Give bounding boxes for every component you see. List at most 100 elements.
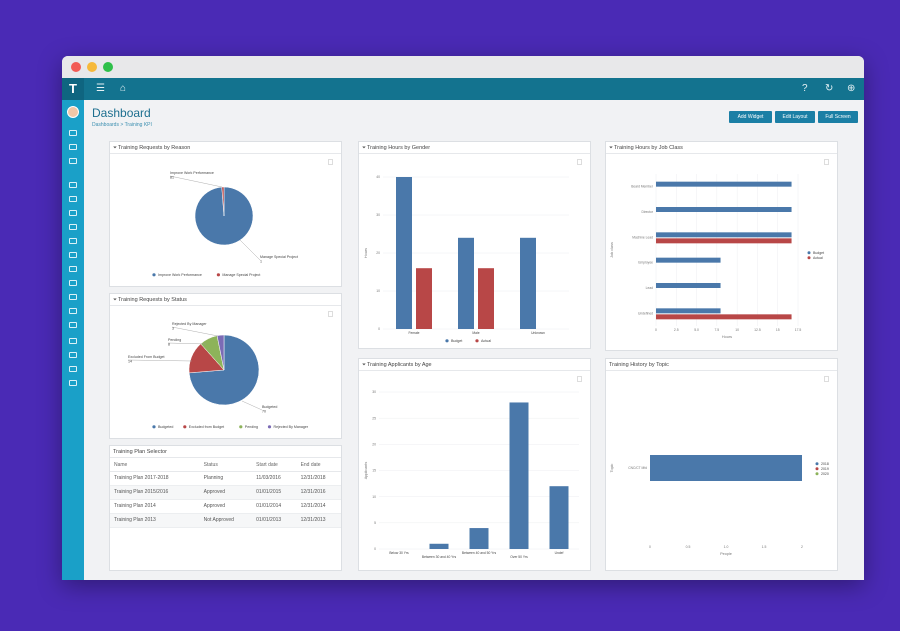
add-widget-button[interactable]: Add Widget [729, 111, 772, 123]
legend-marker [239, 425, 243, 429]
topic-bar-chart: 0 0.5 1.0 1.5 2 People Topic CNC/CT Mfd 20182019… [610, 455, 829, 556]
bar [469, 528, 489, 549]
menu-icon[interactable]: ☰ [96, 83, 105, 94]
panel-menu-icon[interactable] [328, 159, 333, 165]
panel-menu-icon[interactable] [577, 376, 582, 382]
table-header-cell[interactable]: Status [199, 459, 253, 472]
table-cell: 12/31/2018 [296, 471, 341, 486]
report-icon[interactable] [69, 322, 77, 328]
person-icon[interactable] [69, 182, 77, 188]
close-window-button[interactable] [71, 62, 81, 72]
full-screen-button[interactable]: Full Screen [818, 111, 858, 123]
bar [656, 283, 721, 288]
calendar-icon[interactable] [69, 224, 77, 230]
table-row[interactable]: Training Plan 2015/2016 Approved 01/01/201… [110, 485, 341, 500]
minimize-window-button[interactable] [87, 62, 97, 72]
table-cell: Approved [199, 485, 253, 500]
x-tick-label: Undef [555, 551, 564, 555]
table-row[interactable]: Training Plan 2013 Not Approved 01/01/2013… [110, 513, 341, 528]
panel-menu-icon[interactable] [577, 159, 582, 165]
panel-header: ⏷ Training Hours by Gender [359, 142, 590, 154]
training-icon[interactable] [69, 280, 77, 286]
pie-slice-label: Manage Special Project 1 [260, 255, 298, 264]
x-axis-label: Hours [722, 335, 732, 339]
table-cell: 12/31/2014 [296, 499, 341, 514]
edit-layout-button[interactable]: Edit Layout [775, 111, 815, 123]
sidebar [62, 100, 84, 580]
legend-label: 2019 [821, 467, 829, 471]
panel-menu-icon[interactable] [328, 311, 333, 317]
panel-header: Training Plan Selector [110, 446, 341, 458]
bar [650, 455, 802, 481]
filter-icon[interactable]: ⏷ [609, 145, 614, 151]
refresh-icon[interactable]: ↻ [825, 83, 834, 94]
bar [429, 543, 449, 549]
mail-icon[interactable] [69, 366, 77, 372]
table-header-cell[interactable]: End date [296, 459, 341, 472]
bar [396, 177, 412, 329]
breadcrumb[interactable]: Dashboards > Training KPI [92, 122, 152, 128]
users-icon[interactable] [69, 130, 77, 136]
y-tick-label: 40 [376, 175, 380, 179]
share-icon[interactable] [69, 252, 77, 258]
bar [458, 237, 474, 329]
filter-icon[interactable]: ⏷ [113, 145, 118, 151]
x-tick-label: 5.0 [694, 328, 699, 332]
org-chart-icon[interactable] [69, 196, 77, 202]
chart-icon[interactable] [69, 380, 77, 386]
panel-menu-icon[interactable] [824, 159, 829, 165]
x-tick-label: 15 [776, 328, 780, 332]
gender-bar-chart: 0 10 20 30 40 Hours Female Male Unknown Budget Act… [364, 175, 569, 343]
help-icon[interactable]: ? [802, 83, 808, 94]
table-header-cell[interactable]: Name [110, 459, 200, 472]
panel-title: Training Requests by Reason [118, 145, 191, 151]
y-tick-label: 5 [374, 521, 376, 525]
legend-marker [807, 251, 811, 255]
x-tick-label: Between 40 and 50 Yrs [462, 551, 497, 555]
table-row[interactable]: Training Plan 2017-2018 Planning 11/03/201… [110, 471, 341, 486]
x-tick-label: 7.5 [714, 328, 719, 332]
camera-icon[interactable] [69, 308, 77, 314]
y-tick-label: CNC/CT Mfd [628, 466, 647, 470]
pie-label-leader [239, 239, 261, 261]
table-cell: Planning [199, 471, 253, 486]
list-icon[interactable] [69, 210, 77, 216]
x-tick-label: Male [472, 331, 479, 335]
x-tick-label: 10 [735, 328, 739, 332]
table-row[interactable]: Training Plan 2014 Approved 01/01/2014 12/3… [110, 499, 341, 514]
avatar[interactable] [67, 106, 79, 118]
checklist-icon[interactable] [69, 238, 77, 244]
panel-hours-by-job-class: ⏷ Training Hours by Job Class 0 2.5 5.0 7.5 1… [605, 141, 838, 351]
clock-icon[interactable] [69, 158, 77, 164]
legend-label: Actual [481, 339, 491, 343]
table-cell: Training Plan 2013 [110, 513, 200, 528]
y-tick-label: 20 [372, 443, 376, 447]
inbox-icon[interactable] [69, 144, 77, 150]
x-tick-label: Below 30 Yrs [389, 551, 409, 555]
search-icon[interactable] [69, 338, 77, 344]
x-tick-label: Female [409, 331, 420, 335]
filter-icon[interactable]: ⏷ [362, 145, 367, 151]
bar [509, 402, 529, 549]
home-icon[interactable]: ⌂ [120, 83, 127, 94]
panel-header: Training History by Topic [606, 359, 837, 371]
legend-label: Manage Special Project [222, 273, 260, 277]
table-header-cell[interactable]: Start date [252, 459, 297, 472]
y-tick-label: Director [641, 210, 653, 214]
maximize-window-button[interactable] [103, 62, 113, 72]
book-icon[interactable] [69, 294, 77, 300]
reason-pie-chart: Improve Work Performance 81 Manage Special… [152, 171, 298, 277]
document-icon[interactable] [69, 266, 77, 272]
y-tick-label: 10 [372, 495, 376, 499]
bar [416, 268, 432, 329]
legend-marker [445, 339, 449, 343]
globe-icon[interactable]: ⊕ [847, 83, 856, 94]
legend-marker [815, 462, 819, 466]
legend-label: Actual [813, 256, 823, 260]
pencil-icon[interactable] [69, 352, 77, 358]
table-cell: Not Approved [199, 513, 253, 528]
filter-icon[interactable]: ⏷ [113, 297, 118, 303]
panel-menu-icon[interactable] [824, 376, 829, 382]
filter-icon[interactable]: ⏷ [362, 362, 367, 368]
y-tick-label: 15 [372, 469, 376, 473]
